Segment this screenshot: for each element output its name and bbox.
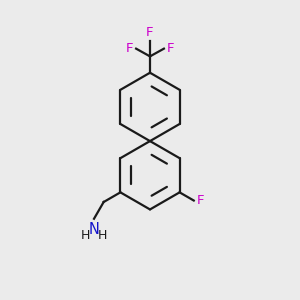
- Text: F: F: [146, 26, 154, 38]
- Text: N: N: [88, 222, 99, 237]
- Text: H: H: [98, 229, 107, 242]
- Text: F: F: [167, 42, 174, 55]
- Text: H: H: [81, 229, 90, 242]
- Text: F: F: [126, 42, 133, 55]
- Text: F: F: [197, 194, 204, 207]
